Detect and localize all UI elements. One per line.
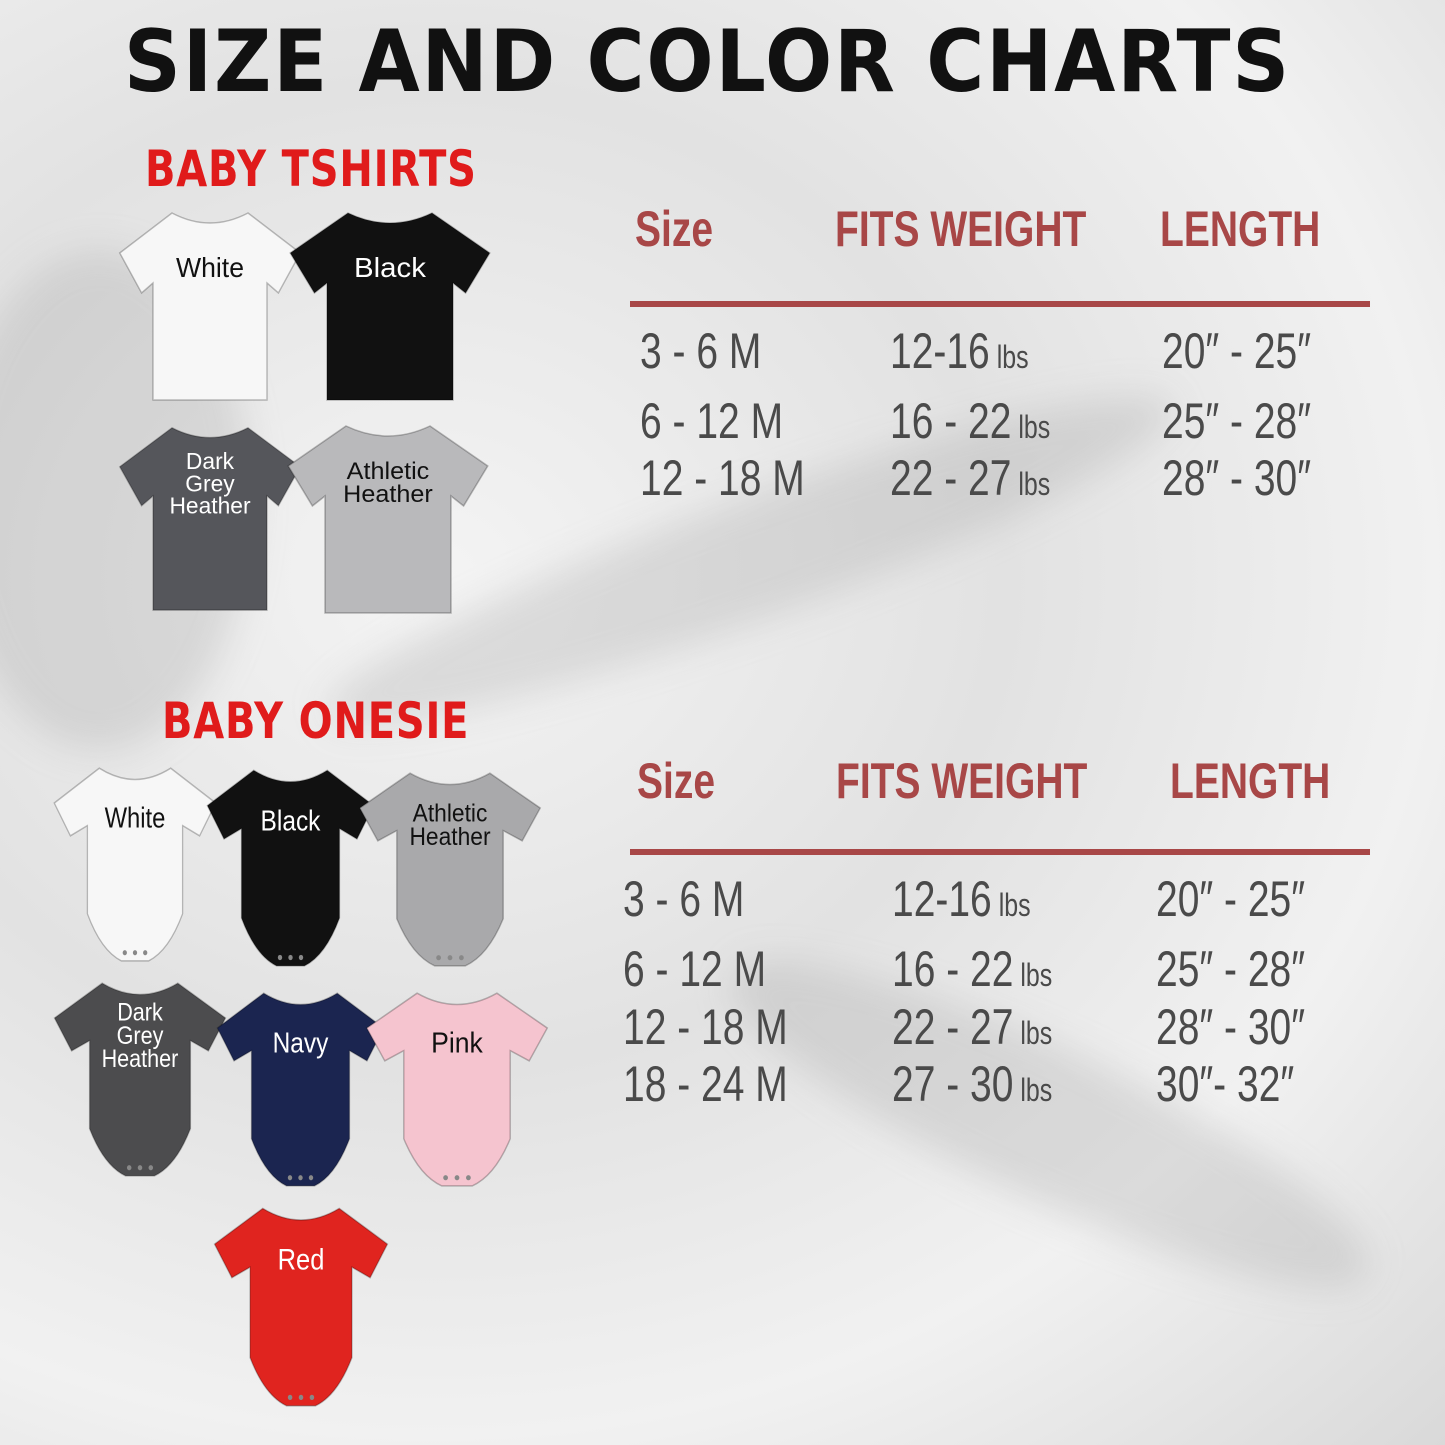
column-header: FITS WEIGHT [835,201,1087,257]
unit-label: lbs [1013,1015,1053,1051]
onesie-swatch: Pink [362,985,552,1190]
swatch-label: Pink [431,1027,483,1059]
tshirt-swatch: Dark Grey Heather [115,420,305,615]
cell-size: 6 - 12 M [640,393,784,449]
tshirt-swatch: White [115,205,305,405]
swatch-label: White [176,251,244,283]
unit-label: lbs [1011,466,1051,502]
swatch-label: Dark Grey Heather [169,448,250,519]
header-divider [630,301,1370,307]
cell-weight: 27 - 30 lbs [892,1056,1053,1112]
cell-size: 12 - 18 M [623,999,788,1055]
swatch-label: Navy [273,1027,329,1059]
swatch-label: Black [261,805,321,837]
column-header: FITS WEIGHT [836,753,1088,809]
cell-weight: 16 - 22 lbs [892,941,1053,997]
onesie-swatch: Black [203,762,378,970]
cell-length: 20″ - 25″ [1156,871,1306,927]
swatch-label: White [105,802,166,835]
unit-label: lbs [991,887,1031,923]
cell-size: 3 - 6 M [640,323,762,379]
onesie-swatch: Navy [213,985,388,1190]
header-divider [630,849,1370,855]
column-header: Size [637,753,716,809]
swatch-label: Black [354,253,427,284]
cell-length: 20″ - 25″ [1162,323,1312,379]
page-title: SIZE AND COLOR CHARTS [123,12,1292,112]
onesie-swatch: White [50,760,220,965]
cell-size: 6 - 12 M [623,941,767,997]
cell-length: 28″ - 30″ [1162,450,1312,506]
cell-size: 12 - 18 M [640,450,805,506]
cell-size: 18 - 24 M [623,1056,788,1112]
tshirt-swatch: Athletic Heather [283,418,493,618]
unit-label: lbs [1013,957,1053,993]
swatch-label: Athletic Heather [409,801,490,851]
cell-weight: 12-16 lbs [892,871,1031,927]
cell-length: 25″ - 28″ [1156,941,1306,997]
unit-label: lbs [989,339,1029,375]
section-title-tshirts: BABY TSHIRTS [145,140,477,198]
onesie-swatch: Red [210,1200,392,1410]
cell-length: 28″ - 30″ [1156,999,1306,1055]
section-title-onesies: BABY ONESIE [162,692,470,750]
cell-weight: 22 - 27 lbs [890,450,1051,506]
column-header: LENGTH [1170,753,1331,809]
cell-weight: 12-16 lbs [890,323,1029,379]
tshirt-swatch: Black [285,205,495,405]
cell-weight: 16 - 22 lbs [890,393,1051,449]
cell-length: 25″ - 28″ [1162,393,1312,449]
cell-size: 3 - 6 M [623,871,745,927]
unit-label: lbs [1013,1072,1053,1108]
cell-length: 30″- 32″ [1156,1056,1295,1112]
unit-label: lbs [1011,409,1051,445]
column-header: Size [635,201,714,257]
swatch-label: Athletic Heather [343,459,433,508]
column-header: LENGTH [1160,201,1321,257]
swatch-label: Red [278,1243,325,1276]
swatch-label: Dark Grey Heather [102,998,179,1072]
cell-weight: 22 - 27 lbs [892,999,1053,1055]
onesie-swatch: Dark Grey Heather [50,975,230,1180]
onesie-swatch: Athletic Heather [355,765,545,970]
